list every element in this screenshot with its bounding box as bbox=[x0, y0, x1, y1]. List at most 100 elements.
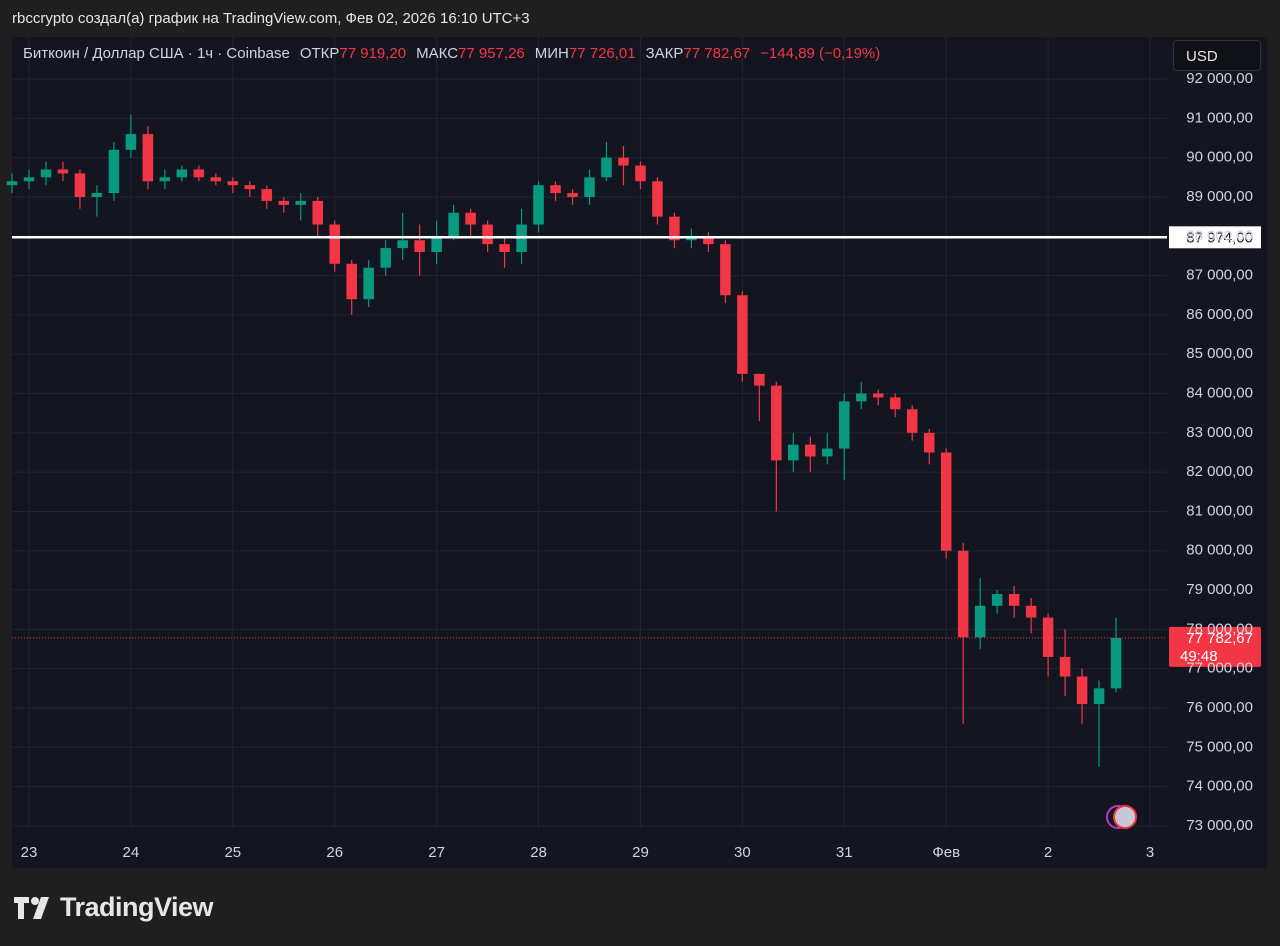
x-tick-label: 2 bbox=[1044, 844, 1052, 861]
candle-body bbox=[125, 134, 137, 150]
y-tick-label: 75 000,00 bbox=[1186, 738, 1253, 755]
candle-body bbox=[550, 185, 561, 194]
legend: Биткоин / Доллар США · 1ч · Coinbase ОТКР… bbox=[23, 45, 880, 62]
candle-body bbox=[465, 212, 476, 225]
candle-body bbox=[312, 200, 324, 225]
legend-value: 77 726,01 bbox=[568, 45, 636, 62]
y-tick-label: 79 000,00 bbox=[1186, 581, 1253, 598]
legend-label: МИН bbox=[534, 45, 569, 62]
candle-body bbox=[1093, 688, 1105, 705]
candle-body bbox=[855, 393, 867, 402]
x-tick-label: 26 bbox=[326, 844, 343, 861]
candle-body bbox=[23, 177, 35, 182]
x-tick-label: 28 bbox=[530, 844, 547, 861]
hline-label: 87 974,00 bbox=[1186, 229, 1253, 246]
candle-body bbox=[74, 173, 86, 197]
x-tick-label: 30 bbox=[734, 844, 751, 861]
last-price-box bbox=[1169, 626, 1261, 667]
candle-body bbox=[210, 177, 222, 182]
y-tick-label: 87 000,00 bbox=[1186, 267, 1253, 284]
logo-mark bbox=[14, 896, 49, 919]
candle-body bbox=[1059, 656, 1071, 677]
candle-body bbox=[91, 193, 103, 197]
candle-body bbox=[329, 224, 340, 264]
candle-body bbox=[923, 432, 935, 453]
candle-body bbox=[499, 244, 510, 253]
candle-body bbox=[380, 248, 391, 268]
y-tick-label: 86 000,00 bbox=[1186, 306, 1253, 323]
currency-button[interactable]: USD bbox=[1173, 40, 1261, 71]
candle-body bbox=[176, 169, 188, 178]
footer-logo: TradingView bbox=[14, 892, 214, 923]
header: rbccrypto создал(а) график на TradingVie… bbox=[12, 10, 530, 27]
y-tick-label: 74 000,00 bbox=[1186, 778, 1253, 795]
candle-body bbox=[669, 216, 680, 241]
x-tick-label: 23 bbox=[21, 844, 38, 861]
y-tick-label: 82 000,00 bbox=[1186, 463, 1253, 480]
candle-body bbox=[40, 169, 52, 178]
candle-body bbox=[720, 244, 731, 296]
candle-body bbox=[278, 200, 290, 205]
x-tick-label: 3 bbox=[1146, 844, 1154, 861]
candle-body bbox=[363, 267, 374, 300]
y-tick-label: 91 000,00 bbox=[1186, 109, 1253, 126]
candle-body bbox=[431, 236, 442, 253]
candle-body bbox=[414, 240, 425, 253]
candle-body bbox=[974, 605, 986, 638]
y-tick-label: 76 000,00 bbox=[1186, 699, 1253, 716]
candle-body bbox=[872, 393, 884, 398]
candle-body bbox=[754, 373, 765, 386]
candle-body bbox=[584, 177, 595, 197]
y-tick-label: 90 000,00 bbox=[1186, 149, 1253, 166]
candle-body bbox=[788, 444, 799, 461]
candle-body bbox=[635, 165, 646, 182]
y-tick-label: 78 000,00 bbox=[1186, 620, 1253, 637]
candle-body bbox=[771, 385, 782, 461]
candle-body bbox=[244, 185, 256, 190]
candle-body bbox=[737, 295, 748, 374]
x-tick-label: Фев bbox=[932, 844, 960, 861]
legend-value: 77 957,26 bbox=[458, 45, 525, 62]
candle-body bbox=[533, 185, 544, 225]
candle-body bbox=[601, 157, 612, 178]
legend-label: ОТКР bbox=[299, 45, 340, 62]
candle-body bbox=[1076, 676, 1088, 705]
candle-body bbox=[448, 212, 459, 237]
y-tick-label: 92 000,00 bbox=[1186, 70, 1253, 87]
candle-body bbox=[703, 236, 714, 245]
candle-body bbox=[957, 550, 969, 638]
x-tick-label: 29 bbox=[632, 844, 649, 861]
x-tick-label: 27 bbox=[428, 844, 445, 861]
candle-body bbox=[482, 224, 493, 245]
x-tick-label: 31 bbox=[836, 844, 853, 861]
candle-body bbox=[1008, 593, 1020, 606]
countdown-label: 49:48 bbox=[1180, 648, 1218, 665]
candle-body bbox=[346, 263, 357, 300]
hline-label-box bbox=[1169, 226, 1261, 249]
chart-panel bbox=[12, 37, 1267, 868]
candle-body bbox=[839, 401, 850, 449]
legend-label: МАКС bbox=[416, 45, 459, 62]
candle-body bbox=[991, 593, 1003, 606]
last-price-label: 77 782,67 bbox=[1186, 630, 1253, 647]
y-tick-label: 85 000,00 bbox=[1186, 345, 1253, 362]
event-icon[interactable] bbox=[1113, 805, 1137, 829]
y-tick-label: 73 000,00 bbox=[1186, 817, 1253, 834]
legend-label: ЗАКР bbox=[645, 45, 684, 62]
y-tick-label: 80 000,00 bbox=[1186, 542, 1253, 559]
x-tick-label: 24 bbox=[123, 844, 140, 861]
y-tick-label: 77 000,00 bbox=[1186, 660, 1253, 677]
candle-body bbox=[193, 169, 205, 178]
symbol: Биткоин / Доллар США · 1ч · Coinbase bbox=[23, 45, 290, 62]
candle-body bbox=[159, 177, 171, 182]
candle-body bbox=[618, 157, 629, 166]
candle-body bbox=[261, 189, 273, 201]
candle-body bbox=[227, 181, 239, 186]
candle-body bbox=[1042, 617, 1054, 657]
candle-body bbox=[940, 452, 952, 551]
x-tick-label: 25 bbox=[224, 844, 241, 861]
candle-body bbox=[1110, 637, 1122, 689]
candle-body bbox=[652, 181, 663, 217]
logo-text: TradingView bbox=[60, 892, 214, 922]
